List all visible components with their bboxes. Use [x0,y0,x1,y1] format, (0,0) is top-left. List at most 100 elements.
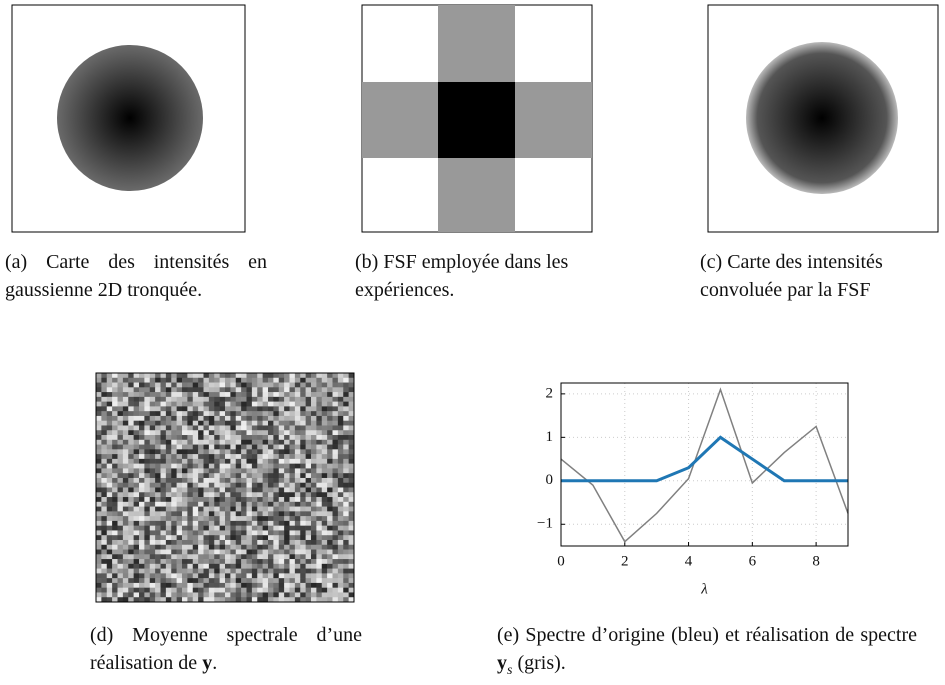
noise-pixel [144,511,151,517]
noise-pixel [149,516,156,522]
noise-pixel [112,516,118,522]
noise-pixel [246,568,253,574]
noise-pixel [101,592,108,598]
noise-pixel [176,578,183,584]
noise-pixel [273,573,280,579]
noise-pixel [139,430,145,436]
noise-pixel [305,535,312,541]
noise-pixel [268,497,274,503]
noise-pixel [294,435,301,441]
noise-pixel [192,473,199,479]
noise-pixel [149,578,156,584]
noise-pixel [171,458,177,464]
noise-pixel [289,477,296,484]
noise-pixel [117,520,124,526]
noise-pixel [144,406,151,412]
noise-pixel [343,506,349,512]
noise-pixel [327,477,333,484]
noise-pixel [294,597,301,603]
noise-pixel [235,535,242,541]
noise-pixel [332,525,339,531]
noise-pixel [294,454,301,460]
noise-pixel [176,549,183,555]
noise-pixel [133,468,140,474]
noise-pixel [241,377,247,383]
noise-pixel [235,430,242,436]
noise-pixel [144,420,151,426]
noise-pixel [96,592,102,598]
noise-pixel [332,415,339,422]
noise-pixel [257,435,263,441]
noise-pixel [122,477,129,484]
noise-pixel [106,468,113,474]
noise-pixel [144,454,151,460]
noise-pixel [219,506,226,512]
noise-pixel [294,563,301,569]
noise-pixel [268,525,274,531]
noise-pixel [278,430,285,436]
noise-pixel [144,430,151,436]
noise-pixel [101,458,108,464]
noise-pixel [96,435,102,441]
noise-pixel [251,401,258,407]
noise-pixel [230,520,237,526]
noise-pixel [96,497,102,503]
noise-pixel [321,544,328,550]
noise-pixel [149,492,156,498]
noise-pixel [230,396,237,402]
noise-pixel [284,568,290,574]
noise-pixel [117,492,124,498]
noise-pixel [332,563,339,569]
noise-pixel [262,520,269,526]
noise-pixel [257,430,263,436]
noise-pixel [219,520,226,526]
noise-pixel [327,487,333,493]
noise-pixel [246,373,253,379]
noise-pixel [144,506,151,512]
noise-pixel [284,487,290,493]
noise-pixel [182,563,188,569]
noise-pixel [203,487,210,493]
noise-pixel [160,468,167,474]
noise-pixel [208,487,215,493]
noise-pixel [268,530,274,536]
noise-pixel [208,597,215,603]
noise-pixel [133,430,140,436]
noise-pixel [257,449,263,455]
noise-pixel [112,449,118,455]
noise-pixel [262,597,269,603]
noise-pixel [268,539,274,546]
noise-pixel [144,482,151,488]
noise-pixel [316,568,323,574]
noise-pixel [101,582,108,588]
noise-pixel [251,587,258,593]
noise-pixel [144,554,151,560]
noise-pixel [348,549,355,555]
noise-pixel [343,387,349,393]
noise-pixel [316,539,323,546]
noise-pixel [122,387,129,393]
noise-pixel [257,554,263,560]
noise-pixel [101,477,108,484]
noise-pixel [192,392,199,398]
noise-pixel [311,392,317,398]
noise-pixel [289,554,296,560]
noise-pixel [96,530,102,536]
noise-pixel [262,463,269,469]
noise-pixel [348,430,355,436]
noise-pixel [96,406,102,412]
noise-pixel [155,425,161,431]
noise-pixel [294,449,301,455]
noise-pixel [300,582,306,588]
noise-pixel [348,539,355,546]
noise-pixel [219,458,226,464]
noise-pixel [289,559,296,565]
noise-pixel [128,530,134,536]
noise-pixel [321,377,328,383]
noise-pixel [348,597,355,603]
noise-pixel [203,497,210,503]
noise-pixel [268,406,274,412]
noise-pixel [128,573,134,579]
noise-pixel [182,420,188,426]
noise-pixel [203,435,210,441]
